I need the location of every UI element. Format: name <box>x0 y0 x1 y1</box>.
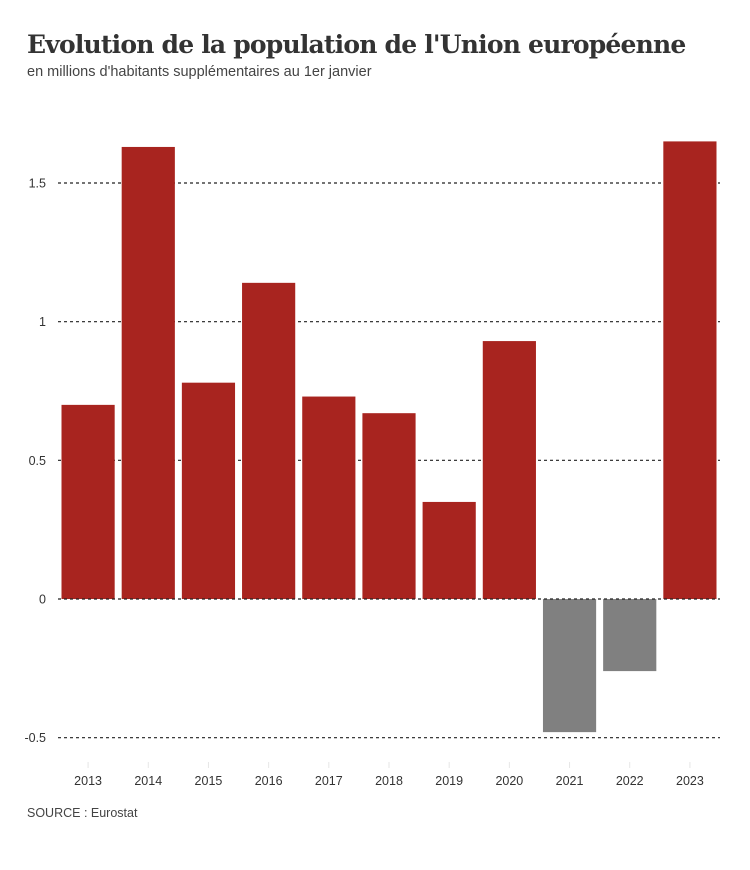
chart-subtitle: en millions d'habitants supplémentaires … <box>27 64 372 80</box>
bar-2014 <box>121 146 175 600</box>
y-tick-label: 0 <box>39 593 46 607</box>
x-tick-label: 2022 <box>616 774 644 788</box>
x-tick-label: 2023 <box>676 774 704 788</box>
bar-2020 <box>482 341 536 599</box>
source-note: SOURCE : Eurostat <box>27 806 138 820</box>
x-tick-label: 2018 <box>375 774 403 788</box>
bars <box>61 141 717 733</box>
chart-title: Evolution de la population de l'Union eu… <box>27 30 686 59</box>
x-tick-label: 2015 <box>195 774 223 788</box>
bar-2015 <box>181 382 236 599</box>
y-axis-tick-labels: -0.5 0 0.5 1 1.5 <box>24 177 46 746</box>
x-tick-label: 2020 <box>495 774 523 788</box>
y-tick-label: 1.5 <box>29 177 46 191</box>
x-tick-label: 2016 <box>255 774 283 788</box>
x-tick-label: 2017 <box>315 774 343 788</box>
x-tick-label: 2014 <box>134 774 162 788</box>
x-axis-tick-labels: 2013 2014 2015 2016 2017 2018 2019 2020 2021 2022… <box>74 762 704 788</box>
x-tick-label: 2021 <box>556 774 584 788</box>
bar-2018 <box>362 413 416 599</box>
y-tick-label: 1 <box>39 315 46 329</box>
x-tick-label: 2019 <box>435 774 463 788</box>
x-tick-label: 2013 <box>74 774 102 788</box>
bar-2019 <box>422 501 476 599</box>
bar-2017 <box>302 396 356 599</box>
bar-2023 <box>663 141 717 599</box>
y-tick-label: 0.5 <box>29 454 46 468</box>
bar-2021 <box>542 599 597 733</box>
y-tick-label: -0.5 <box>24 731 46 745</box>
bar-2016 <box>242 282 296 599</box>
bar-2022 <box>603 599 657 672</box>
bar-2013 <box>61 404 115 599</box>
